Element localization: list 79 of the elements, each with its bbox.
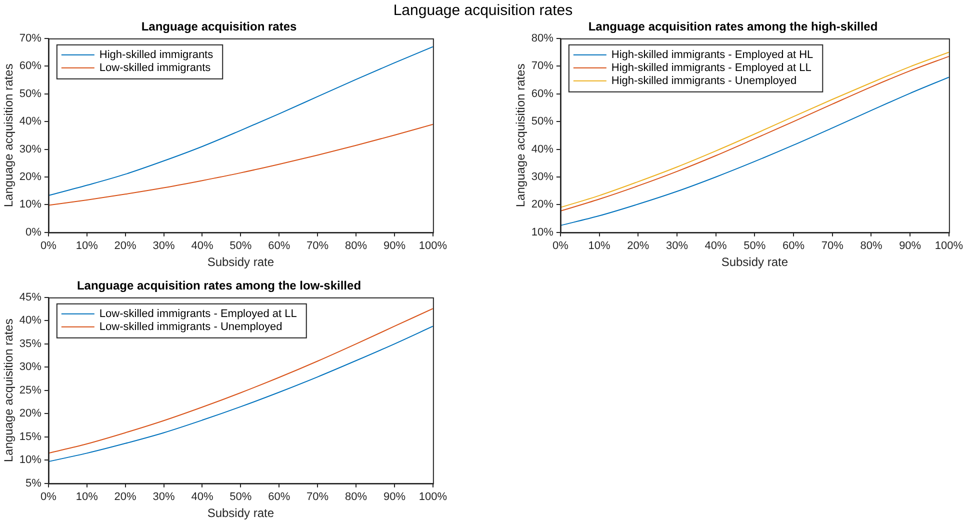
y-tick-label: 40% — [19, 116, 42, 128]
x-tick-label: 80% — [345, 240, 368, 252]
y-tick-label: 80% — [531, 32, 554, 44]
y-tick-label: 0% — [26, 226, 42, 238]
x-tick-label: 10% — [588, 240, 610, 252]
y-tick-label: 10% — [19, 454, 42, 466]
x-tick-label: 90% — [383, 491, 406, 504]
x-tick-label: 10% — [76, 240, 98, 252]
x-tick-label: 10% — [76, 491, 98, 504]
y-tick-label: 5% — [26, 477, 42, 490]
x-tick-label: 80% — [860, 240, 882, 252]
line-series — [48, 124, 433, 206]
x-tick-label: 50% — [230, 491, 252, 504]
legend-label: High-skilled immigrants - Employed at LL — [611, 62, 812, 74]
legend-label: Low-skilled immigrants - Unemployed — [99, 320, 282, 333]
y-tick-label: 30% — [531, 171, 554, 184]
y-tick-label: 45% — [19, 291, 42, 304]
y-tick-label: 50% — [531, 116, 554, 128]
x-tick-label: 40% — [191, 240, 214, 252]
x-tick-label: 20% — [114, 491, 137, 504]
x-tick-label: 70% — [306, 240, 329, 252]
y-tick-label: 15% — [19, 430, 42, 443]
x-tick-label: 60% — [782, 240, 805, 252]
x-tick-label: 20% — [114, 240, 137, 252]
line-series — [48, 308, 433, 454]
y-tick-label: 60% — [19, 60, 42, 72]
x-tick-label: 50% — [744, 240, 766, 252]
y-axis-title: Language acquisition rates — [2, 64, 16, 208]
y-tick-label: 60% — [531, 88, 554, 100]
x-tick-label: 80% — [345, 491, 368, 504]
line-series — [48, 46, 433, 196]
chart-title: Language acquisition rates among the low-skilled — [76, 278, 362, 293]
x-axis-title: Subsidy rate — [207, 506, 274, 520]
y-tick-label: 20% — [531, 198, 554, 211]
x-tick-label: 100% — [934, 240, 964, 252]
x-tick-label: 60% — [268, 491, 290, 504]
y-tick-label: 20% — [19, 171, 42, 184]
x-tick-label: 100% — [418, 491, 448, 504]
x-tick-label: 40% — [704, 240, 728, 252]
y-tick-label: 40% — [19, 314, 42, 327]
x-tick-label: 0% — [40, 491, 57, 504]
x-tick-label: 0% — [40, 240, 57, 252]
legend-label: High-skilled immigrants — [99, 48, 214, 61]
x-tick-label: 90% — [383, 240, 406, 252]
line-series — [560, 76, 949, 226]
y-tick-label: 70% — [531, 60, 554, 72]
legend-label: Low-skilled immigrants — [99, 62, 212, 74]
y-tick-label: 70% — [19, 32, 42, 44]
chart-title: Language acquisition rates among the high-skilled — [588, 20, 878, 34]
text: Language acquisition rates — [392, 2, 574, 19]
y-axis-title: Language acquisition rates — [2, 318, 16, 462]
y-tick-label: 25% — [19, 384, 42, 396]
x-axis-title: Subsidy rate — [721, 255, 788, 270]
x-tick-label: 50% — [230, 240, 252, 252]
x-tick-label: 40% — [191, 491, 214, 504]
chart-title: Language acquisition rates — [141, 20, 298, 34]
legend-label: High-skilled immigrants - Unemployed — [611, 74, 797, 87]
x-tick-label: 100% — [418, 240, 448, 252]
x-tick-label: 30% — [152, 240, 175, 252]
x-axis-title: Subsidy rate — [207, 255, 274, 270]
y-axis-title: Language acquisition rates — [514, 64, 528, 208]
x-tick-label: 0% — [552, 240, 569, 252]
y-tick-label: 30% — [19, 361, 42, 374]
y-tick-label: 35% — [19, 338, 42, 350]
x-tick-label: 20% — [627, 240, 650, 252]
legend-label: Low-skilled immigrants - Employed at LL — [99, 308, 297, 320]
x-tick-label: 30% — [666, 240, 688, 252]
y-tick-label: 50% — [19, 88, 42, 100]
x-tick-label: 30% — [152, 491, 175, 504]
y-tick-label: 10% — [531, 226, 554, 238]
y-tick-label: 10% — [19, 198, 42, 211]
y-tick-label: 20% — [19, 408, 42, 420]
x-tick-label: 60% — [268, 240, 290, 252]
legend-label: High-skilled immigrants - Employed at HL — [611, 48, 814, 61]
x-tick-label: 90% — [899, 240, 922, 252]
y-tick-label: 30% — [19, 143, 42, 156]
x-tick-label: 70% — [306, 491, 329, 504]
y-tick-label: 40% — [531, 143, 554, 156]
x-tick-label: 70% — [821, 240, 844, 252]
